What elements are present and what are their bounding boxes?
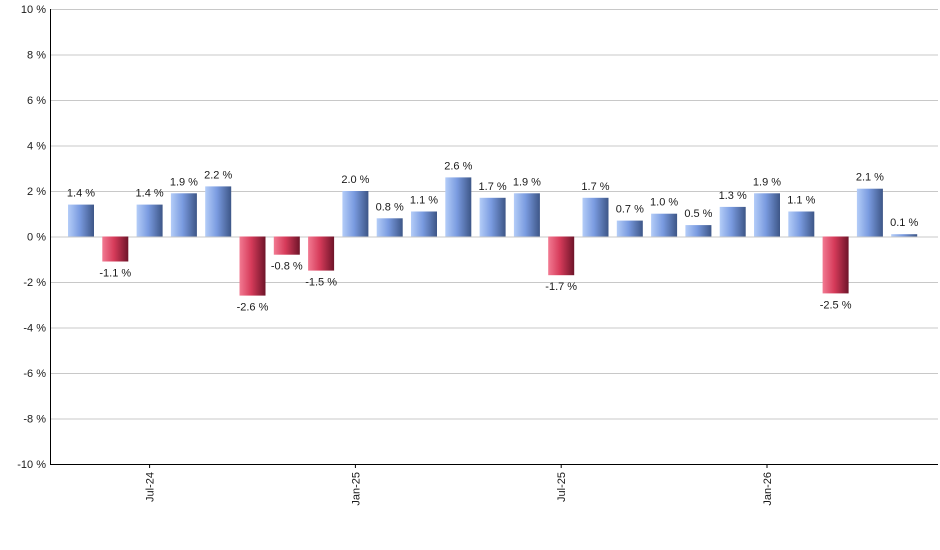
bar — [856, 188, 883, 237]
gridlines — [50, 9, 938, 420]
data-label: 2.6 % — [444, 160, 472, 172]
data-labels: 1.4 %-1.1 %1.4 %1.9 %2.2 %-2.6 %-0.8 %-1… — [67, 160, 919, 313]
bar — [616, 220, 643, 237]
data-label: -1.1 % — [99, 268, 131, 280]
y-tick-label: -10 % — [17, 459, 46, 471]
data-label: -2.5 % — [820, 299, 852, 311]
data-label: 2.2 % — [204, 169, 232, 181]
y-tick-label: 4 % — [27, 141, 46, 153]
data-label: 2.1 % — [856, 172, 884, 184]
bar — [891, 234, 918, 237]
y-tick-label: -2 % — [23, 277, 46, 289]
bar — [342, 191, 369, 237]
y-tick-label: 0 % — [27, 232, 46, 244]
bar — [239, 236, 266, 296]
x-axis-tick-labels: Jul-24 Jan-25 Jul-25 Jan-26 — [145, 464, 774, 506]
data-label: 1.3 % — [719, 190, 747, 202]
data-label: 1.0 % — [650, 197, 678, 209]
bar — [582, 197, 609, 237]
y-tick-label: 6 % — [27, 95, 46, 107]
data-label: 0.5 % — [684, 208, 712, 220]
y-tick-label: -4 % — [23, 323, 46, 335]
data-label: 1.7 % — [479, 181, 507, 193]
data-label: -1.5 % — [305, 277, 337, 289]
data-label: 1.1 % — [410, 195, 438, 207]
bar — [376, 218, 403, 237]
bar — [102, 236, 129, 262]
bar — [479, 197, 506, 237]
y-tick-label: -6 % — [23, 368, 46, 380]
bar — [719, 206, 746, 237]
bar — [445, 177, 472, 237]
bar — [788, 211, 815, 237]
bar — [651, 213, 678, 237]
data-label: 1.7 % — [581, 181, 609, 193]
x-tick-label: Jan-26 — [762, 472, 774, 506]
bar — [822, 236, 849, 294]
y-tick-label: 2 % — [27, 186, 46, 198]
bar — [170, 193, 197, 237]
bars — [68, 177, 918, 296]
bar — [685, 225, 712, 237]
x-tick-label: Jan-25 — [350, 472, 362, 506]
bar — [68, 204, 94, 237]
x-tick-label: Jul-25 — [556, 472, 568, 502]
bar — [411, 211, 437, 237]
axes — [50, 9, 938, 465]
data-label: 1.4 % — [136, 188, 164, 200]
y-tick-label: 8 % — [27, 50, 46, 62]
data-label: -0.8 % — [271, 261, 303, 273]
y-axis-tick-labels: -10 % -8 % -6 % -4 % -2 % 0 % 2 % 4 % 6 % 8 % 10 % — [17, 4, 46, 471]
bar — [136, 204, 163, 237]
bar — [754, 193, 780, 237]
bar — [205, 186, 232, 237]
x-tick-label: Jul-24 — [145, 472, 157, 502]
bar — [513, 193, 540, 237]
y-tick-label: 10 % — [21, 4, 46, 16]
data-label: 0.1 % — [890, 217, 918, 229]
data-label: -2.6 % — [237, 302, 269, 314]
data-label: 1.9 % — [753, 176, 781, 188]
data-label: 1.1 % — [787, 195, 815, 207]
data-label: 1.4 % — [67, 188, 95, 200]
data-label: 1.9 % — [170, 176, 198, 188]
data-label: 0.8 % — [376, 201, 404, 213]
bar — [308, 236, 335, 271]
y-tick-label: -8 % — [23, 414, 46, 426]
data-label: 0.7 % — [616, 204, 644, 216]
bar — [273, 236, 300, 255]
data-label: 1.9 % — [513, 176, 541, 188]
data-label: 2.0 % — [341, 174, 369, 186]
bar — [548, 236, 575, 276]
data-label: -1.7 % — [545, 281, 577, 293]
